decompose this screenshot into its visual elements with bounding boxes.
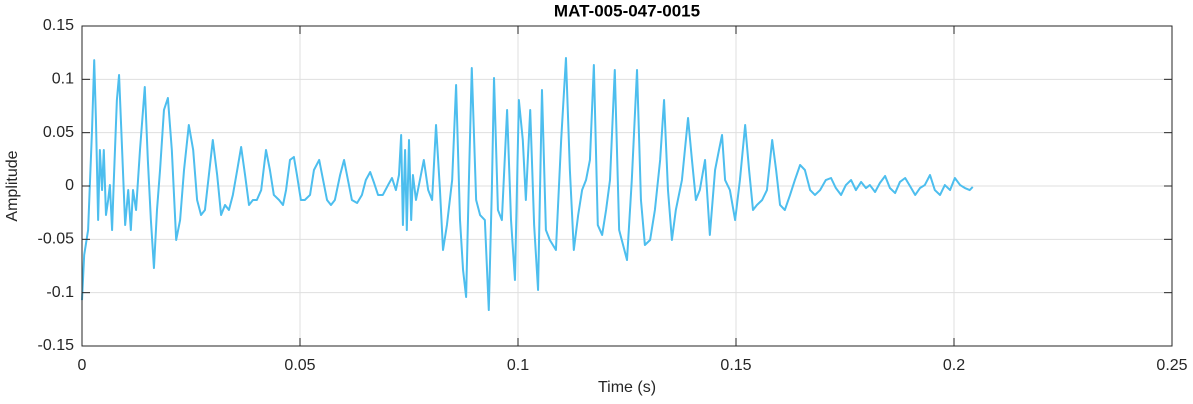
x-tick-label: 0 [78, 357, 87, 374]
y-tick-label: 0.1 [52, 71, 74, 88]
chart-title: MAT-005-047-0015 [554, 1, 700, 20]
y-tick-label: 0 [65, 177, 74, 194]
x-tick-label: 0.05 [284, 357, 315, 374]
x-tick-label: 0.1 [507, 357, 529, 374]
y-tick-label: 0.15 [43, 17, 74, 34]
waveform-line [81, 57, 974, 312]
y-tick-label: -0.15 [38, 337, 75, 354]
y-tick-label: -0.05 [38, 231, 75, 248]
x-tick-label: 0.15 [720, 357, 751, 374]
y-tick-label: -0.1 [46, 284, 74, 301]
x-tick-label: 0.25 [1156, 357, 1187, 374]
y-tick-label: 0.05 [43, 124, 74, 141]
x-axis-label: Time (s) [598, 379, 656, 396]
y-axis-label: Amplitude [4, 150, 21, 221]
x-tick-label: 0.2 [943, 357, 965, 374]
